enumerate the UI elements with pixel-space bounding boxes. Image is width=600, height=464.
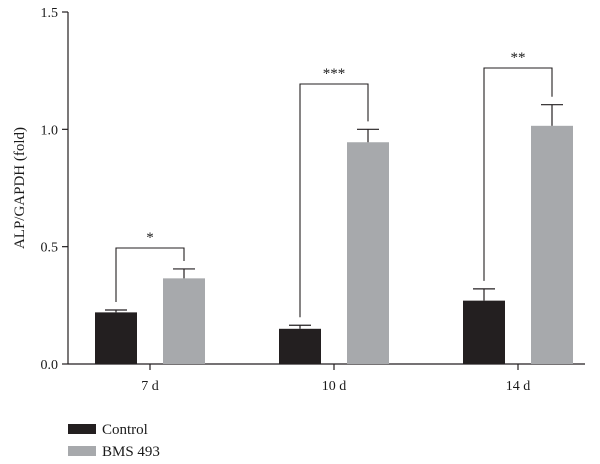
significance-bracket <box>299 83 369 318</box>
bar-control <box>463 300 505 364</box>
chart-bars <box>95 125 573 365</box>
y-tick-label: 1.0 <box>41 123 59 138</box>
significance-bracket <box>115 247 185 303</box>
bar-control <box>95 312 137 364</box>
legend-label: BMS 493 <box>102 444 160 460</box>
significance-label: * <box>146 230 154 246</box>
x-tick-label: 7 d <box>141 379 159 394</box>
x-tick-label: 14 d <box>506 379 531 394</box>
legend-swatch <box>68 424 96 434</box>
y-tick-label: 0.5 <box>41 241 59 256</box>
x-tick-label: 10 d <box>322 379 347 394</box>
bar-bms-493 <box>347 142 389 364</box>
chart-error-bars <box>105 104 563 329</box>
legend-swatch <box>68 446 96 456</box>
y-tick-label: 0.0 <box>41 358 59 373</box>
chart-significance: ****** <box>115 50 553 318</box>
y-tick-label: 1.5 <box>41 6 59 21</box>
y-axis-title: ALP/GAPDH (fold) <box>12 127 28 249</box>
significance-bracket <box>483 67 553 281</box>
chart-legend: Control BMS 493 <box>68 422 160 460</box>
significance-label: ** <box>511 50 526 66</box>
bar-bms-493 <box>531 125 573 365</box>
legend-label: Control <box>102 422 148 438</box>
bar-bms-493 <box>163 278 205 364</box>
significance-label: *** <box>323 66 346 82</box>
bar-control <box>279 328 321 364</box>
